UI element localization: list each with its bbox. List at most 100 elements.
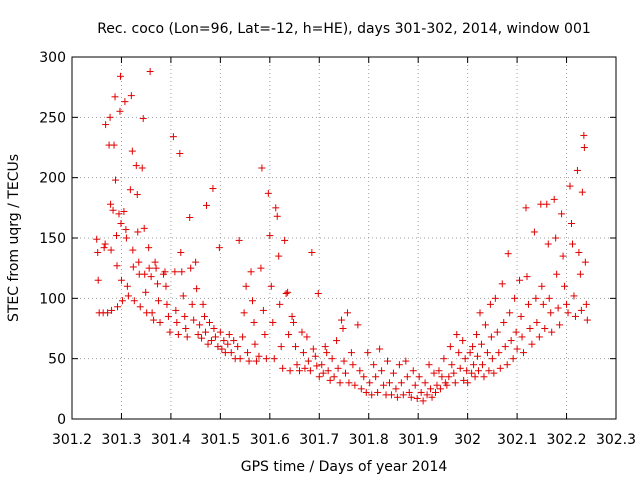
data-point bbox=[100, 244, 108, 252]
data-point bbox=[575, 248, 583, 256]
data-point bbox=[480, 373, 488, 381]
data-point bbox=[407, 393, 415, 401]
data-point bbox=[533, 318, 541, 326]
data-point bbox=[443, 381, 451, 389]
data-point bbox=[541, 325, 549, 332]
data-point bbox=[252, 357, 260, 365]
data-points bbox=[93, 67, 591, 405]
data-point bbox=[573, 166, 581, 174]
data-point bbox=[141, 270, 149, 278]
data-point bbox=[286, 367, 294, 375]
y-tick-label: 150 bbox=[39, 231, 66, 247]
data-point bbox=[333, 337, 341, 345]
data-point bbox=[438, 373, 446, 381]
data-point bbox=[136, 303, 144, 311]
data-point bbox=[146, 67, 154, 75]
data-point bbox=[311, 352, 319, 360]
data-point bbox=[154, 280, 162, 288]
data-point bbox=[419, 397, 427, 405]
data-point bbox=[142, 288, 150, 296]
data-point bbox=[199, 300, 207, 308]
data-point bbox=[340, 357, 348, 365]
data-point bbox=[568, 240, 576, 248]
data-point bbox=[522, 204, 530, 212]
data-point bbox=[430, 369, 438, 377]
data-point bbox=[128, 147, 136, 155]
data-point bbox=[512, 328, 520, 336]
data-point bbox=[169, 133, 177, 141]
data-point bbox=[577, 306, 585, 314]
data-point bbox=[116, 107, 124, 115]
data-point bbox=[523, 273, 531, 281]
data-point bbox=[230, 337, 238, 345]
data-point bbox=[255, 352, 263, 360]
data-point bbox=[186, 213, 194, 221]
data-point bbox=[293, 361, 301, 369]
data-point bbox=[215, 244, 223, 252]
data-point bbox=[445, 373, 453, 381]
data-point bbox=[172, 306, 180, 314]
chart-title: Rec. coco (Lon=96, Lat=-12, h=HE), days … bbox=[97, 21, 591, 37]
y-tick-label: 200 bbox=[39, 171, 66, 187]
data-point bbox=[259, 306, 267, 314]
data-point bbox=[339, 325, 347, 332]
data-point bbox=[405, 388, 413, 396]
data-point bbox=[162, 282, 170, 290]
y-tick-label: 300 bbox=[39, 50, 66, 66]
data-point bbox=[473, 331, 481, 339]
x-tick-label: 301.7 bbox=[299, 432, 339, 448]
y-axis-label: STEC from uqrg / TECUs bbox=[6, 154, 22, 322]
data-point bbox=[210, 325, 218, 332]
data-point bbox=[188, 300, 196, 308]
data-point bbox=[485, 367, 493, 375]
data-point bbox=[578, 188, 586, 196]
data-point bbox=[464, 379, 472, 387]
data-point bbox=[163, 300, 171, 308]
data-point bbox=[151, 258, 159, 266]
data-point bbox=[389, 369, 397, 377]
data-point bbox=[198, 334, 206, 342]
data-point bbox=[461, 355, 469, 363]
data-point bbox=[258, 164, 266, 172]
data-point bbox=[164, 312, 172, 320]
data-point bbox=[537, 200, 545, 208]
y-tick-label: 50 bbox=[48, 352, 66, 368]
data-point bbox=[564, 309, 572, 317]
data-point bbox=[366, 379, 374, 387]
x-tick-label: 302.3 bbox=[596, 432, 636, 448]
data-point bbox=[196, 321, 204, 329]
data-point bbox=[491, 294, 499, 302]
x-tick-label: 301.9 bbox=[398, 432, 438, 448]
data-point bbox=[298, 328, 306, 336]
data-point bbox=[507, 337, 515, 345]
data-point bbox=[187, 264, 195, 272]
x-axis-label: GPS time / Days of year 2014 bbox=[241, 459, 448, 475]
data-point bbox=[409, 367, 417, 375]
data-point bbox=[460, 376, 468, 384]
data-point bbox=[501, 343, 509, 351]
x-tick-label: 302 bbox=[454, 432, 481, 448]
data-point bbox=[204, 340, 212, 348]
data-point bbox=[364, 349, 372, 357]
data-point bbox=[192, 258, 200, 266]
data-point bbox=[554, 304, 562, 312]
data-point bbox=[285, 331, 293, 339]
data-point bbox=[171, 268, 179, 276]
data-point bbox=[176, 150, 184, 158]
data-point bbox=[150, 316, 158, 324]
data-point bbox=[269, 318, 277, 326]
data-point bbox=[122, 234, 130, 242]
x-tick-label: 301.2 bbox=[52, 432, 92, 448]
data-point bbox=[380, 381, 388, 389]
data-point bbox=[453, 331, 461, 339]
data-point bbox=[94, 248, 102, 256]
data-point bbox=[509, 355, 517, 363]
data-point bbox=[513, 345, 521, 353]
data-point bbox=[423, 391, 431, 399]
data-point bbox=[550, 195, 558, 203]
data-point bbox=[393, 393, 401, 401]
data-point bbox=[117, 276, 125, 284]
data-point bbox=[303, 333, 311, 341]
data-point bbox=[109, 206, 117, 214]
